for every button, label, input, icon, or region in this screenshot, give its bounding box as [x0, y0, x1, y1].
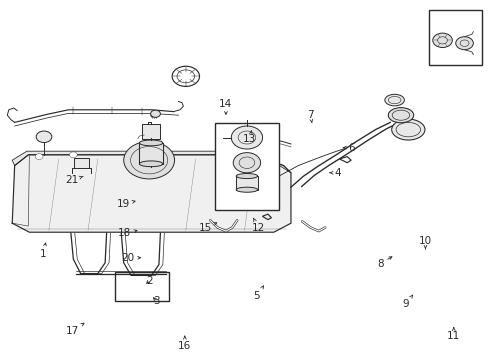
- Ellipse shape: [236, 187, 257, 192]
- Ellipse shape: [139, 161, 163, 167]
- Text: 16: 16: [178, 336, 191, 351]
- Text: 7: 7: [306, 110, 313, 123]
- Circle shape: [432, 33, 451, 48]
- Text: 21: 21: [65, 175, 83, 185]
- Circle shape: [231, 126, 262, 149]
- Text: 11: 11: [446, 328, 460, 341]
- Circle shape: [216, 152, 224, 158]
- Text: 6: 6: [343, 143, 354, 153]
- Bar: [142, 124, 160, 139]
- Circle shape: [35, 154, 43, 159]
- Text: 1: 1: [40, 243, 46, 259]
- Bar: [74, 158, 89, 168]
- Text: 8: 8: [376, 257, 391, 269]
- Ellipse shape: [139, 140, 163, 146]
- Ellipse shape: [236, 174, 257, 179]
- Circle shape: [250, 154, 258, 159]
- Text: 14: 14: [219, 99, 232, 114]
- Text: 3: 3: [153, 296, 160, 306]
- Ellipse shape: [384, 94, 404, 106]
- Ellipse shape: [391, 119, 424, 140]
- Circle shape: [150, 110, 160, 117]
- Text: 2: 2: [145, 276, 152, 286]
- Circle shape: [233, 153, 260, 173]
- Polygon shape: [12, 155, 290, 232]
- Text: 5: 5: [253, 286, 263, 301]
- Text: 13: 13: [242, 131, 256, 144]
- Text: 18: 18: [118, 228, 137, 238]
- Text: 17: 17: [65, 323, 84, 336]
- Bar: [215, 123, 278, 210]
- Polygon shape: [12, 151, 290, 173]
- Text: 20: 20: [122, 253, 140, 264]
- Text: 15: 15: [198, 222, 216, 233]
- Text: 10: 10: [418, 236, 431, 249]
- Circle shape: [36, 131, 52, 143]
- Circle shape: [123, 141, 174, 179]
- Bar: [236, 176, 257, 190]
- Text: 9: 9: [402, 295, 412, 309]
- Bar: [115, 272, 168, 301]
- Circle shape: [69, 152, 77, 158]
- Text: 12: 12: [251, 219, 264, 233]
- Bar: [139, 143, 163, 164]
- Bar: [428, 10, 481, 65]
- Ellipse shape: [387, 108, 413, 123]
- Circle shape: [455, 37, 472, 50]
- Text: 19: 19: [116, 199, 135, 210]
- Text: 4: 4: [329, 168, 340, 178]
